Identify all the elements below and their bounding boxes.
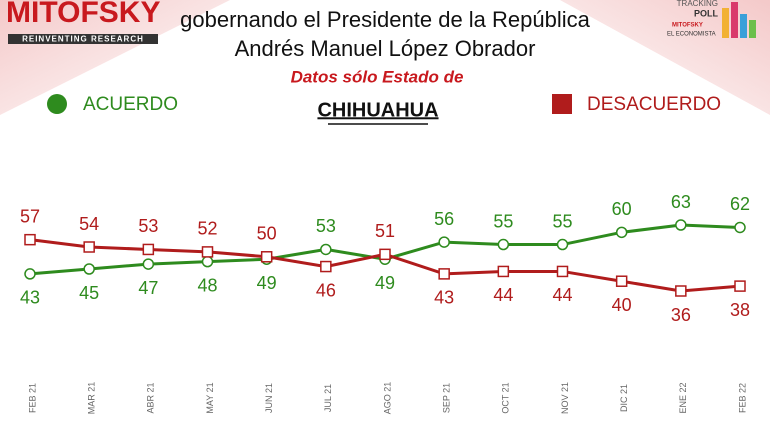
logo-bar — [722, 8, 729, 38]
data-point — [734, 280, 746, 292]
logo-text: MITOFSKY — [672, 23, 703, 29]
data-point — [24, 268, 36, 280]
data-label: 46 — [316, 280, 336, 300]
legend-marker — [47, 94, 67, 114]
legend-label: DESACUERDO — [587, 94, 721, 115]
brand-tagline: REINVENTING RESEARCH — [22, 35, 144, 44]
x-tick-label: DIC 21 — [619, 384, 629, 412]
chart-subtitle: Datos sólo Estado de — [291, 67, 464, 86]
logo-text: TRACKING — [677, 0, 718, 8]
data-label: 62 — [730, 194, 750, 214]
data-point — [379, 248, 391, 261]
x-tick-label: JUL 21 — [323, 384, 333, 412]
x-tick-label: FEB 21 — [27, 383, 37, 413]
data-point — [142, 258, 155, 270]
data-label: 36 — [671, 305, 691, 325]
data-label: 48 — [197, 275, 217, 295]
logo-text: POLL — [694, 8, 719, 18]
data-point — [615, 275, 628, 287]
data-label: 60 — [612, 199, 632, 219]
data-point — [320, 243, 332, 256]
data-point — [320, 260, 332, 273]
x-tick-label: OCT 21 — [501, 382, 511, 413]
data-label: 52 — [197, 219, 217, 239]
logo-text: EL ECONOMISTA — [667, 32, 716, 38]
data-point — [497, 265, 510, 278]
data-point — [675, 285, 687, 297]
x-tick-label: NOV 21 — [560, 382, 570, 414]
corner-decoration — [0, 0, 230, 115]
data-point — [556, 265, 569, 278]
x-tick-label: SEP 21 — [442, 383, 452, 413]
data-label: 53 — [316, 216, 336, 236]
data-point — [201, 246, 214, 258]
x-tick-label: JUN 21 — [264, 383, 274, 413]
data-point — [24, 233, 36, 246]
chart-title: Andrés Manuel López Obrador — [235, 36, 536, 61]
data-label: 50 — [257, 224, 277, 244]
data-point — [497, 238, 510, 251]
state-name: CHIHUAHUA — [317, 99, 438, 121]
legend-label: ACUERDO — [83, 94, 178, 115]
tagline-bar — [8, 34, 158, 44]
data-label: 54 — [79, 214, 99, 234]
data-label: 44 — [552, 285, 572, 305]
data-label: 55 — [493, 211, 513, 231]
x-tick-label: MAY 21 — [205, 382, 215, 413]
data-label: 51 — [375, 221, 395, 241]
x-tick-label: AGO 21 — [382, 382, 392, 415]
data-label: 49 — [375, 273, 395, 293]
data-label: 38 — [730, 300, 750, 320]
logo-bar — [731, 2, 738, 38]
data-label: 63 — [671, 192, 691, 212]
logo-bar — [740, 14, 747, 38]
data-label: 53 — [138, 216, 158, 236]
corner-decoration — [560, 0, 770, 115]
data-point — [260, 251, 273, 263]
data-point — [675, 219, 687, 231]
data-label: 40 — [612, 295, 632, 315]
x-tick-label: ABR 21 — [146, 382, 156, 413]
logo-bar — [749, 20, 756, 38]
data-point — [615, 226, 628, 239]
chart-title: gobernando el Presidente de la República — [180, 7, 591, 32]
brand-name: MITOFSKY — [6, 0, 160, 29]
data-point — [438, 236, 450, 248]
x-tick-label: ENE 22 — [678, 382, 688, 413]
data-point — [556, 238, 569, 251]
data-point — [142, 243, 155, 256]
data-label: 43 — [20, 288, 40, 308]
data-label: 47 — [138, 278, 158, 298]
data-label: 43 — [434, 288, 454, 308]
data-label: 55 — [552, 211, 572, 231]
data-label: 57 — [20, 206, 40, 226]
data-label: 49 — [257, 273, 277, 293]
data-label: 45 — [79, 283, 99, 303]
legend-marker — [552, 94, 572, 114]
x-tick-label: FEB 22 — [737, 383, 747, 413]
x-tick-label: MAR 21 — [87, 382, 97, 415]
data-point — [83, 241, 95, 253]
data-label: 44 — [493, 285, 513, 305]
data-point — [83, 263, 95, 275]
data-point — [438, 268, 450, 280]
data-label: 56 — [434, 209, 454, 229]
data-point — [734, 221, 746, 234]
data-point — [201, 255, 214, 268]
